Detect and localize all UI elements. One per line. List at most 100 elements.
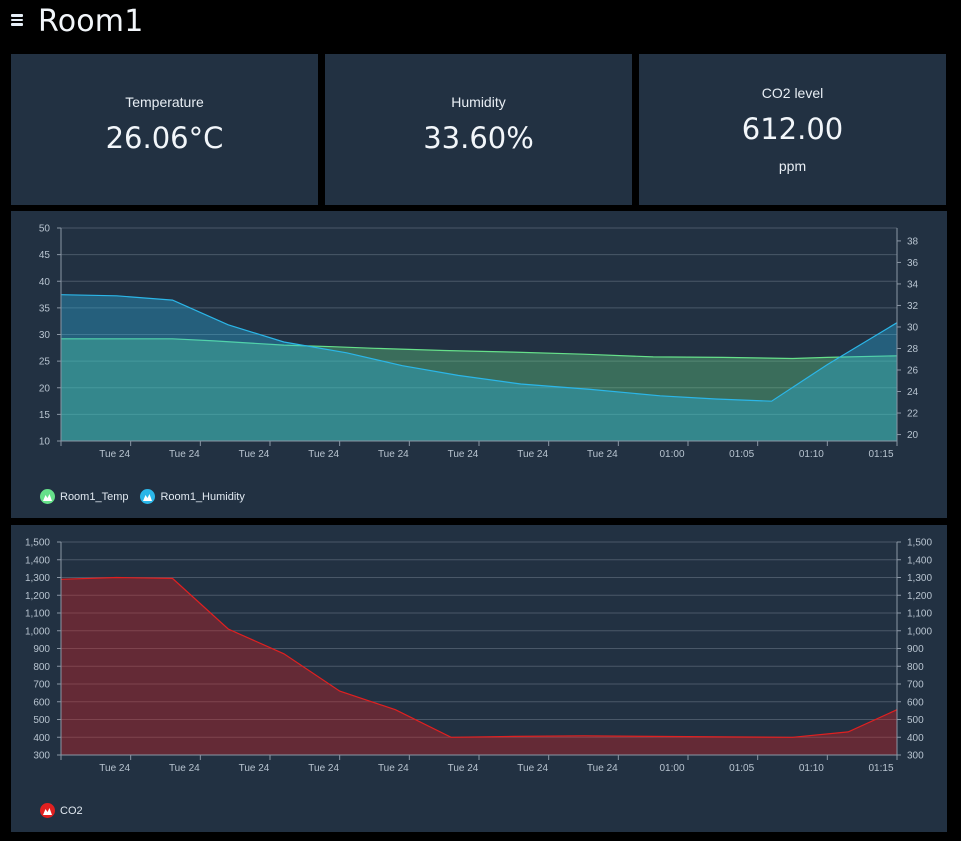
x-tick-label: Tue 24 [448, 763, 479, 774]
x-tick-label: 01:10 [799, 763, 824, 774]
x-tick-label: Tue 24 [169, 449, 200, 460]
temperature-card: Temperature 26.06°C [11, 54, 318, 205]
x-tick-label: 01:05 [729, 449, 754, 460]
y-tick-label-left: 1,000 [25, 626, 50, 637]
area-chart-icon [140, 489, 156, 504]
x-tick-label: 01:15 [868, 449, 893, 460]
co2-value: 612.00 [741, 112, 844, 146]
y-tick-label-right: 600 [907, 697, 924, 708]
temperature-value: 26.06°C [105, 121, 224, 155]
y-tick-label-right: 22 [907, 409, 919, 420]
y-tick-label-right: 1,500 [907, 538, 932, 549]
y-tick-label-left: 45 [39, 250, 51, 261]
y-tick-label-left: 1,300 [25, 573, 50, 584]
x-tick-label: Tue 24 [99, 763, 130, 774]
y-tick-label-left: 900 [33, 644, 50, 655]
y-tick-label-right: 30 [907, 322, 919, 333]
y-tick-label-left: 1,200 [25, 591, 50, 602]
y-tick-label-left: 15 [39, 410, 51, 421]
series-area-room1-humidity [61, 294, 897, 441]
x-tick-label: Tue 24 [308, 449, 339, 460]
y-tick-label-right: 900 [907, 644, 924, 655]
x-tick-label: 01:05 [729, 763, 754, 774]
y-tick-label-left: 800 [33, 662, 50, 673]
y-tick-label-right: 500 [907, 715, 924, 726]
y-tick-label-right: 300 [907, 751, 924, 762]
x-tick-label: Tue 24 [99, 449, 130, 460]
y-tick-label-left: 40 [39, 277, 51, 288]
page-title: Room1 [38, 4, 144, 39]
y-tick-label-right: 400 [907, 733, 924, 744]
co2-legend: CO2 [40, 803, 83, 818]
legend-item-room1-temp[interactable]: Room1_Temp [40, 489, 128, 504]
y-tick-label-left: 35 [39, 303, 51, 314]
x-tick-label: Tue 24 [239, 449, 270, 460]
y-tick-label-left: 1,400 [25, 555, 50, 566]
y-tick-label-left: 25 [39, 357, 51, 368]
y-tick-label-right: 32 [907, 301, 919, 312]
series-line-room1-humidity [60, 294, 898, 402]
x-tick-label: Tue 24 [378, 449, 409, 460]
x-tick-label: Tue 24 [587, 449, 618, 460]
co2-card: CO2 level 612.00 ppm [639, 54, 946, 205]
y-tick-label-left: 700 [33, 680, 50, 691]
x-tick-label: Tue 24 [169, 763, 200, 774]
co2-label: CO2 level [761, 85, 824, 101]
temp-humidity-legend: Room1_Temp Room1_Humidity [40, 489, 245, 504]
y-tick-label-left: 600 [33, 697, 50, 708]
humidity-value: 33.60% [423, 121, 534, 155]
co2-chart: 1,500 1,400 1,300 1,200 1,100 1,000 900 800 700 6… [25, 538, 932, 775]
y-tick-label-left: 50 [39, 224, 51, 235]
legend-item-co2[interactable]: CO2 [40, 803, 83, 818]
temp-humidity-chart: 50 45 40 35 30 25 20 15 10 38 36 34 32 30 28 26 24 22 20 Tu… [39, 224, 919, 461]
area-chart-icon [40, 803, 55, 818]
legend-label-room1-humidity: Room1_Humidity [160, 490, 245, 503]
co2-chart-panel: 1,500 1,400 1,300 1,200 1,100 1,000 900 800 700 6… [11, 525, 947, 832]
legend-item-room1-humidity[interactable]: Room1_Humidity [140, 489, 245, 504]
y-tick-label-left: 300 [33, 751, 50, 762]
y-tick-label-right: 1,400 [907, 555, 932, 566]
y-tick-label-left: 1,500 [25, 538, 50, 549]
x-tick-label: 01:10 [799, 449, 824, 460]
y-tick-label-right: 36 [907, 258, 919, 269]
humidity-label: Humidity [451, 94, 506, 110]
co2-unit: ppm [778, 158, 807, 174]
series-area-room1-temp [61, 338, 897, 441]
y-tick-label-right: 34 [907, 279, 919, 290]
x-tick-label: Tue 24 [308, 763, 339, 774]
series-line-co2 [60, 576, 898, 738]
y-tick-label-right: 1,100 [907, 609, 932, 620]
y-tick-label-left: 20 [39, 383, 51, 394]
y-tick-label-left: 1,100 [25, 609, 50, 620]
y-tick-label-right: 28 [907, 344, 919, 355]
area-chart-icon [40, 489, 55, 504]
top-bar: Room1 [0, 0, 961, 46]
y-tick-label-left: 30 [39, 330, 51, 341]
x-tick-label: Tue 24 [517, 449, 548, 460]
y-tick-label-right: 24 [907, 387, 919, 398]
y-tick-label-right: 38 [907, 236, 919, 247]
y-tick-label-left: 10 [39, 437, 51, 448]
x-tick-label: Tue 24 [587, 763, 618, 774]
temperature-label: Temperature [125, 94, 204, 110]
series-area-co2 [61, 577, 897, 755]
y-tick-label-left: 500 [33, 715, 50, 726]
y-tick-label-right: 1,000 [907, 626, 932, 637]
x-tick-label: Tue 24 [378, 763, 409, 774]
legend-label-co2: CO2 [60, 804, 83, 817]
humidity-card: Humidity 33.60% [325, 54, 632, 205]
y-tick-label-right: 1,200 [907, 591, 932, 602]
y-tick-label-right: 20 [907, 430, 919, 441]
temp-humidity-chart-panel: 50 45 40 35 30 25 20 15 10 38 36 34 32 30 28 26 24 22 20 Tu… [11, 211, 947, 518]
y-tick-label-left: 400 [33, 733, 50, 744]
x-tick-label: Tue 24 [448, 449, 479, 460]
x-tick-label: 01:00 [659, 449, 684, 460]
y-tick-label-right: 26 [907, 366, 919, 377]
x-tick-label: Tue 24 [239, 763, 270, 774]
x-tick-label: 01:15 [868, 763, 893, 774]
legend-label-room1-temp: Room1_Temp [60, 490, 129, 503]
hamburger-menu-icon[interactable] [11, 14, 23, 26]
series-line-room1-temp [61, 338, 898, 360]
y-tick-label-right: 800 [907, 662, 924, 673]
y-tick-label-right: 700 [907, 680, 924, 691]
